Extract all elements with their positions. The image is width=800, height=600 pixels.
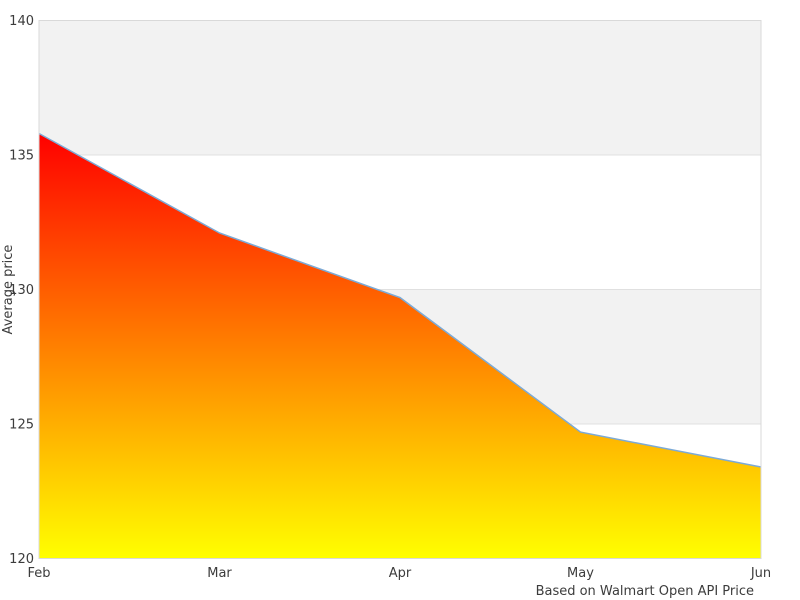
x-tick-label: May [567, 566, 594, 581]
y-tick-label: 125 [9, 418, 34, 433]
price-line [38, 132, 762, 468]
y-tick-label: 120 [9, 552, 34, 567]
chart-caption: Based on Walmart Open API Price [536, 584, 754, 599]
x-tick-label: Jun [750, 566, 771, 581]
x-tick-label: Apr [389, 566, 412, 581]
area-series [39, 133, 761, 559]
y-tick-label: 140 [9, 14, 34, 29]
y-tick-label: 130 [9, 283, 34, 298]
y-axis-title: Average price [1, 245, 16, 335]
plot-border [38, 20, 762, 559]
x-tick-label: Feb [27, 566, 50, 581]
plot-band [39, 20, 761, 155]
y-axis-labels: 120 125 130 135 140 [9, 14, 34, 567]
x-tick-label: Mar [207, 566, 232, 581]
x-axis-labels: Feb Mar Apr May Jun [27, 566, 771, 581]
y-tick-label: 135 [9, 149, 34, 164]
